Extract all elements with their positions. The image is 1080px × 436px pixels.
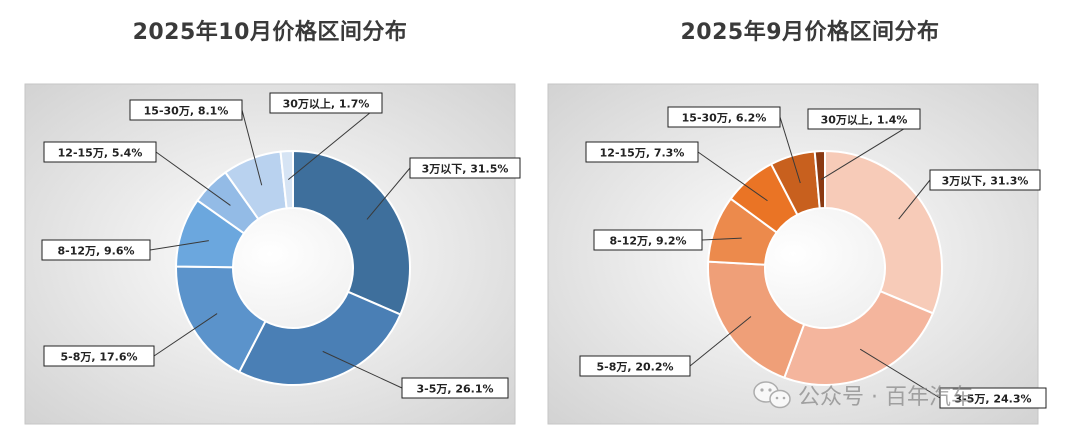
watermark-text: 公众号 · 百年汽车 bbox=[798, 385, 973, 410]
data-label-12-15w: 12-15万, 5.4% bbox=[43, 141, 157, 163]
data-label-over-30w: 30万以上, 1.4% bbox=[807, 108, 921, 130]
data-label-text: 15-30万, 6.2% bbox=[682, 112, 767, 125]
leader-line-8-12w bbox=[701, 237, 742, 241]
data-label-text: 8-12万, 9.2% bbox=[609, 235, 686, 248]
data-label-under-3w: 3万以下, 31.5% bbox=[409, 157, 521, 179]
data-label-box bbox=[579, 355, 691, 377]
leader-line-12-15w bbox=[155, 151, 231, 206]
leader-line-5-8w bbox=[689, 316, 752, 367]
leader-line-15-30w bbox=[779, 116, 801, 184]
data-label-15-30w: 15-30万, 8.1% bbox=[129, 99, 243, 121]
data-label-8-12w: 8-12万, 9.2% bbox=[593, 229, 703, 251]
data-label-5-8w: 5-8万, 20.2% bbox=[579, 355, 691, 377]
donut-chart-october: 3万以下, 31.5% 3-5万, 26.1% 5-8万, 17.6% 8-12万, … bbox=[24, 83, 521, 425]
leader-line-under-3w bbox=[898, 179, 931, 220]
data-label-box bbox=[41, 239, 151, 261]
data-label-box bbox=[43, 345, 155, 367]
data-label-5-8w: 5-8万, 17.6% bbox=[43, 345, 155, 367]
data-labels-october: 3万以下, 31.5% 3-5万, 26.1% 5-8万, 17.6% 8-12万, … bbox=[41, 92, 521, 399]
leader-line-under-3w bbox=[366, 167, 411, 220]
data-label-text: 30万以上, 1.4% bbox=[821, 113, 908, 127]
data-label-over-30w: 30万以上, 1.7% bbox=[269, 92, 383, 114]
leader-line-over-30w bbox=[287, 102, 383, 181]
data-label-3-5w: 3-5万, 24.3% bbox=[939, 387, 1047, 409]
data-label-box bbox=[939, 387, 1047, 409]
leader-line-15-30w bbox=[241, 109, 263, 186]
data-label-text: 3-5万, 26.1% bbox=[416, 383, 493, 396]
data-label-text: 5-8万, 17.6% bbox=[60, 351, 137, 364]
data-label-box bbox=[667, 106, 781, 128]
data-label-box bbox=[929, 169, 1041, 191]
wechat-icon bbox=[753, 381, 791, 409]
data-label-12-15w: 12-15万, 7.3% bbox=[585, 141, 699, 163]
data-label-3-5w: 3-5万, 26.1% bbox=[401, 377, 509, 399]
data-label-text: 3-5万, 24.3% bbox=[954, 393, 1031, 406]
data-label-box bbox=[269, 92, 383, 114]
data-label-box bbox=[401, 377, 509, 399]
data-label-8-12w: 8-12万, 9.6% bbox=[41, 239, 151, 261]
slice-over-30w bbox=[279, 149, 294, 210]
donut-slices-september bbox=[707, 149, 943, 386]
data-label-text: 3万以下, 31.3% bbox=[942, 175, 1029, 188]
chart-panel-october: 2025年10月价格区间分布 3万以下, 31.5% 3-5万, 26.1% 5-8… bbox=[24, 20, 521, 425]
slice-under-3w bbox=[292, 149, 411, 316]
leader-line-5-8w bbox=[153, 313, 218, 357]
donut-chart-september: 3万以下, 31.3% 3-5万, 24.3% 5-8万, 20.2% 8-12万, … bbox=[547, 83, 1047, 425]
slice-3-5w bbox=[783, 289, 935, 386]
chart-title-september: 2025年9月价格区间分布 bbox=[680, 20, 940, 45]
donut-slices-october bbox=[174, 149, 411, 386]
data-label-text: 5-8万, 20.2% bbox=[596, 361, 673, 374]
data-label-text: 3万以下, 31.5% bbox=[422, 163, 509, 176]
leader-line-8-12w bbox=[149, 240, 209, 251]
data-label-text: 15-30万, 8.1% bbox=[144, 105, 229, 118]
data-label-box bbox=[807, 108, 921, 130]
data-label-text: 12-15万, 5.4% bbox=[58, 147, 143, 160]
data-labels-september: 3万以下, 31.3% 3-5万, 24.3% 5-8万, 20.2% 8-12万, … bbox=[579, 106, 1047, 409]
data-label-box bbox=[43, 141, 157, 163]
slice-3-5w bbox=[237, 290, 402, 386]
chart-title-october: 2025年10月价格区间分布 bbox=[132, 20, 408, 45]
leader-line-3-5w bbox=[322, 350, 403, 389]
leader-line-12-15w bbox=[697, 151, 768, 202]
slice-under-3w bbox=[824, 149, 943, 315]
leader-line-3-5w bbox=[859, 348, 941, 399]
data-label-box bbox=[585, 141, 699, 163]
data-label-under-3w: 3万以下, 31.3% bbox=[929, 169, 1041, 191]
data-label-box bbox=[593, 229, 703, 251]
data-label-text: 8-12万, 9.6% bbox=[57, 245, 134, 258]
watermark: 公众号 · 百年汽车 bbox=[753, 381, 973, 410]
leader-lines-october bbox=[149, 102, 411, 389]
data-label-text: 30万以上, 1.7% bbox=[283, 97, 370, 111]
data-label-15-30w: 15-30万, 6.2% bbox=[667, 106, 781, 128]
data-label-box bbox=[409, 157, 521, 179]
slice-over-30w bbox=[813, 149, 826, 210]
chart-panel-september: 2025年9月价格区间分布 3万以下, 31.3% 3-5万, 24.3% 5-8万… bbox=[540, 0, 1080, 436]
data-label-box bbox=[129, 99, 243, 121]
slice-5-8w bbox=[707, 260, 806, 379]
data-label-text: 12-15万, 7.3% bbox=[600, 147, 685, 160]
